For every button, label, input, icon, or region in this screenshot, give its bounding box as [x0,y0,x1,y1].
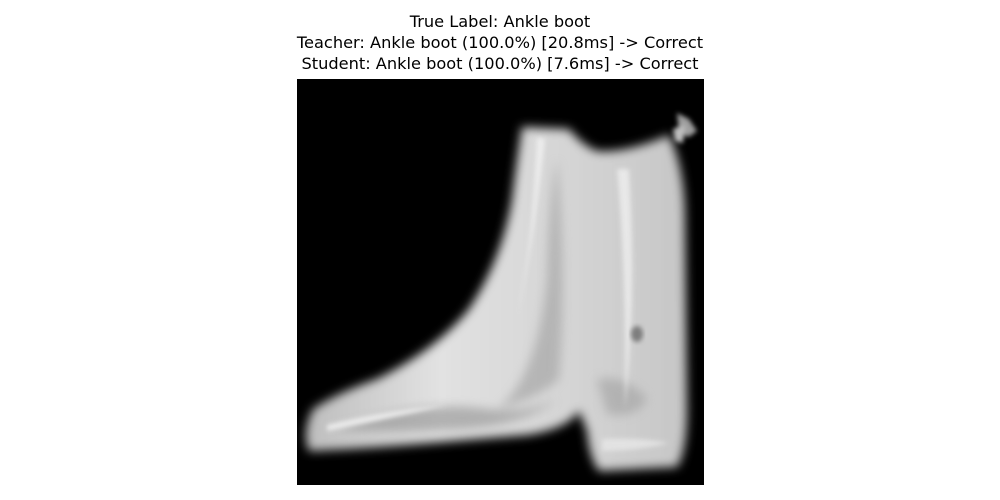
ankle-boot-picture [297,79,704,485]
boot-shading [337,159,647,432]
sample-image [297,79,704,485]
boot-highlights [327,137,669,451]
figure-title: True Label: Ankle boot Teacher: Ankle bo… [0,11,1000,74]
teacher-prediction-line: Teacher: Ankle boot (100.0%) [20.8ms] ->… [296,33,704,52]
boot-shape [305,127,687,471]
student-prediction-line: Student: Ankle boot (100.0%) [7.6ms] -> … [301,54,699,73]
pull-tab [673,113,697,143]
heel-mark [631,326,643,342]
true-label-line: True Label: Ankle boot [409,12,591,31]
